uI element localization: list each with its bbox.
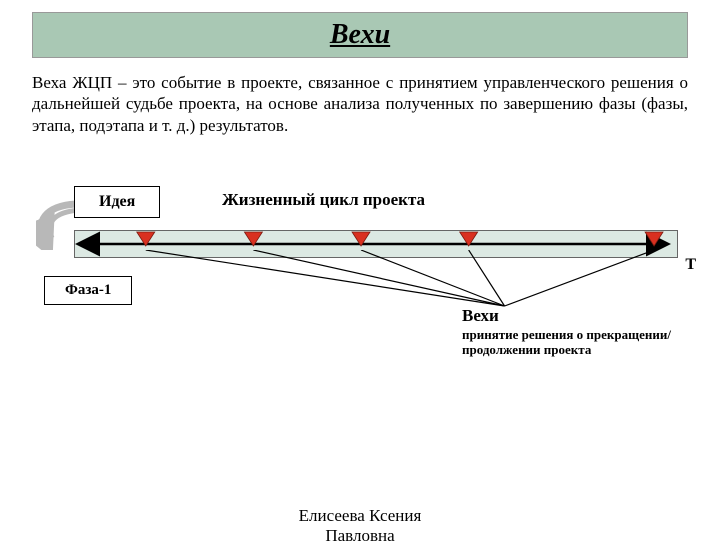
phase-box: Фаза-1	[44, 276, 132, 305]
lifecycle-label: Жизненный цикл проекта	[222, 190, 425, 210]
converge-line	[361, 250, 505, 306]
definition-text: Веха ЖЦП – это событие в проекте, связан…	[32, 72, 688, 136]
idea-box: Идея	[74, 186, 160, 218]
footer-line2: Павловна	[325, 526, 394, 545]
converge-lines-icon	[74, 250, 672, 310]
lifecycle-diagram: Идея Жизненный цикл проекта Т Фаза-1 Вех…	[22, 186, 698, 406]
converge-line	[146, 250, 505, 306]
page-title: Вехи	[33, 19, 687, 51]
milestones-label: Вехи	[462, 306, 499, 326]
milestones-description: принятие решения о прекращении/ продолже…	[462, 328, 682, 358]
t-axis-label: Т	[685, 256, 696, 274]
phase-label: Фаза-1	[65, 282, 111, 298]
converge-line	[469, 250, 505, 306]
converge-line	[505, 250, 655, 306]
footer-line1: Елисеева Ксения	[299, 506, 422, 525]
timeline-bar	[74, 230, 678, 258]
footer-author: Елисеева Ксения Павловна	[0, 506, 720, 546]
title-bar: Вехи	[32, 12, 688, 58]
converge-line	[253, 250, 504, 306]
idea-label: Идея	[99, 193, 135, 210]
